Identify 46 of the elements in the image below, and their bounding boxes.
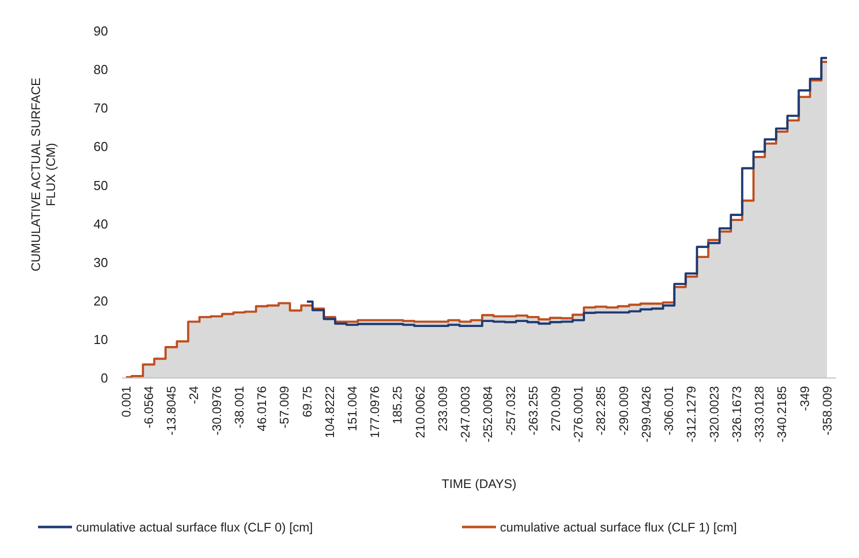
y-tick-label: 30 xyxy=(94,254,108,270)
legend-label: cumulative actual surface flux (CLF 0) [cm] xyxy=(76,520,313,534)
x-tick-label: -263.255 xyxy=(526,386,540,436)
x-tick-label: -340.2185 xyxy=(775,386,790,442)
x-tick-label: -290.009 xyxy=(616,386,631,436)
x-tick-label: 185.25 xyxy=(390,386,405,424)
x-tick-label: 69.75 xyxy=(300,386,314,418)
x-tick-label: 46.0176 xyxy=(255,386,270,432)
x-tick-label: 270.009 xyxy=(549,386,564,432)
y-tick-label: 70 xyxy=(94,100,108,116)
y-tick-label: 10 xyxy=(94,332,108,347)
x-tick-label: -358.009 xyxy=(820,386,834,436)
x-tick-label: -326.1673 xyxy=(730,386,744,442)
y-tick-label: 20 xyxy=(94,293,108,308)
x-tick-label: 210.0062 xyxy=(413,386,428,438)
y-tick-label: 80 xyxy=(94,62,108,78)
y-tick-label: 60 xyxy=(94,139,108,154)
x-tick-label: -276.0001 xyxy=(572,386,586,442)
y-tick-label: 0 xyxy=(100,370,108,386)
x-tick-label: 0.001 xyxy=(119,386,134,418)
x-tick-label: 233.009 xyxy=(436,386,450,432)
x-tick-label: -306.001 xyxy=(662,386,676,436)
x-tick-label: -312.1279 xyxy=(684,386,699,442)
y-tick-label: 40 xyxy=(94,216,108,232)
y-tick-label: 50 xyxy=(94,178,108,193)
x-tick-label: -320.0023 xyxy=(707,386,722,442)
x-tick-label: -299.0426 xyxy=(639,386,654,442)
x-tick-label: -282.285 xyxy=(594,386,608,436)
x-tick-label: -349 xyxy=(798,386,812,412)
x-tick-label: -30.0976 xyxy=(210,386,224,436)
x-tick-label: -247.0003 xyxy=(458,386,473,442)
x-axis-title: TIME (DAYS) xyxy=(442,477,516,491)
x-tick-label: 177.0976 xyxy=(368,386,382,438)
x-tick-label: 104.8222 xyxy=(322,386,337,438)
x-tick-label: -333.0128 xyxy=(752,386,767,442)
x-tick-label: -24 xyxy=(187,386,202,404)
y-axis-title: CUMULATIVE ACTUAL SURFACE FLUX (CM) xyxy=(29,78,58,272)
x-tick-label: -257.032 xyxy=(504,386,518,436)
x-tick-label: -13.8045 xyxy=(164,386,179,436)
legend-label: cumulative actual surface flux (CLF 1) [cm] xyxy=(500,520,737,534)
x-tick-label: -38.001 xyxy=(232,386,246,428)
x-tick-label: -57.009 xyxy=(278,386,292,428)
x-tick-label: 151.004 xyxy=(346,386,360,432)
y-tick-label: 90 xyxy=(94,24,108,39)
x-tick-label: -252.0084 xyxy=(481,386,496,442)
x-tick-label: -6.0564 xyxy=(142,386,156,428)
